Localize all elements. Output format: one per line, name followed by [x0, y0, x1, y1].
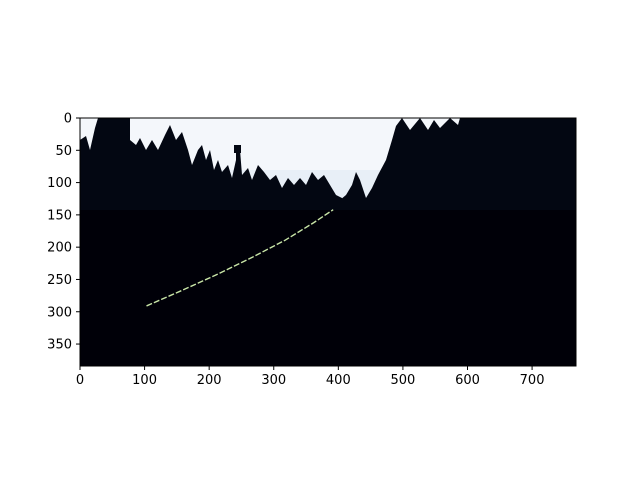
y-tick-label: 200: [47, 241, 72, 256]
road-scene-image: [80, 118, 576, 366]
y-tick-label: 50: [55, 144, 72, 159]
x-tick-label: 600: [455, 373, 480, 388]
y-tick-label: 100: [47, 176, 72, 191]
x-tick-label: 500: [391, 373, 416, 388]
y-tick-label: 350: [47, 338, 72, 353]
y-tick-label: 0: [64, 112, 72, 127]
x-tick-label: 300: [261, 373, 286, 388]
y-axis: 0 50 100 150 200 250 300 350: [47, 112, 80, 353]
y-tick-label: 300: [47, 305, 72, 320]
axes-frame: [79, 117, 577, 367]
x-tick-label: 400: [326, 373, 351, 388]
x-tick-label: 700: [520, 373, 545, 388]
lane-marking-line: [146, 209, 334, 307]
x-tick-label: 0: [76, 373, 84, 388]
street-lamp-pole: [236, 150, 239, 190]
x-tick-label: 200: [197, 373, 222, 388]
y-tick-label: 250: [47, 273, 72, 288]
y-tick-label: 150: [47, 208, 72, 223]
x-axis: 0 100 200 300 400 500 600 700: [76, 366, 545, 388]
street-lamp-head: [234, 145, 241, 153]
x-tick-label: 100: [132, 373, 157, 388]
ground: [80, 210, 576, 366]
